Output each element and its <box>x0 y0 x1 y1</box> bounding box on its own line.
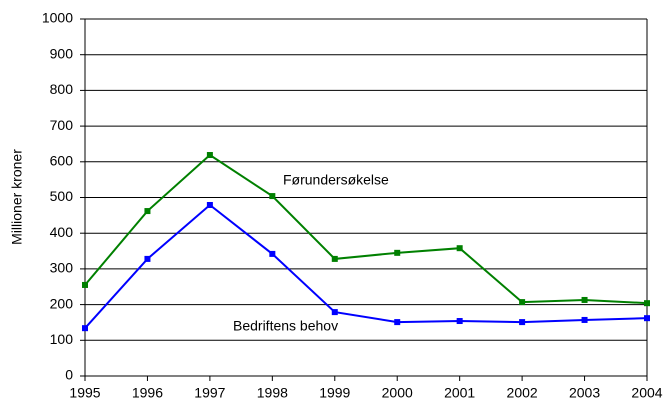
marker <box>581 296 588 303</box>
y-tick-label: 300 <box>50 260 74 276</box>
y-tick-label: 500 <box>50 188 74 204</box>
marker <box>644 300 650 307</box>
x-tick-label: 2000 <box>382 385 413 401</box>
marker <box>581 316 588 323</box>
y-tick-label: 1000 <box>42 10 73 26</box>
series-label: Førundersøkelse <box>283 172 389 188</box>
y-tick-label: 800 <box>50 81 74 97</box>
y-tick-label: 200 <box>50 295 74 311</box>
x-tick-label: 1999 <box>319 385 350 401</box>
marker <box>82 281 88 288</box>
marker <box>394 319 401 326</box>
series-line <box>84 153 648 305</box>
y-tick-label: 900 <box>50 45 74 61</box>
marker <box>456 318 463 325</box>
series-label: Bedriftens behov <box>233 318 338 334</box>
marker <box>394 249 401 256</box>
marker <box>144 255 151 262</box>
x-tick-label: 2002 <box>507 385 538 401</box>
marker <box>206 201 213 208</box>
marker <box>456 245 463 252</box>
marker <box>331 255 338 262</box>
marker <box>519 319 526 326</box>
x-tick-label: 2004 <box>631 385 662 401</box>
marker <box>206 152 213 159</box>
x-tick-label: 2001 <box>444 385 475 401</box>
marker <box>644 315 650 322</box>
y-axis-label: Millioner kroner <box>9 149 25 245</box>
marker <box>331 309 338 316</box>
series-line <box>84 203 648 329</box>
y-tick-label: 400 <box>50 224 74 240</box>
y-tick-label: 100 <box>50 331 74 347</box>
marker <box>269 193 276 200</box>
x-tick-label: 1997 <box>194 385 225 401</box>
x-tick-label: 1998 <box>257 385 288 401</box>
x-tick-label: 2003 <box>569 385 600 401</box>
y-tick-label: 600 <box>50 153 74 169</box>
x-tick-label: 1995 <box>69 385 100 401</box>
marker <box>269 250 276 257</box>
y-tick-label: 700 <box>50 117 74 133</box>
x-tick-label: 1996 <box>132 385 163 401</box>
marker <box>144 208 151 215</box>
marker <box>519 299 526 306</box>
y-tick-label: 0 <box>65 367 73 383</box>
marker <box>82 325 88 332</box>
